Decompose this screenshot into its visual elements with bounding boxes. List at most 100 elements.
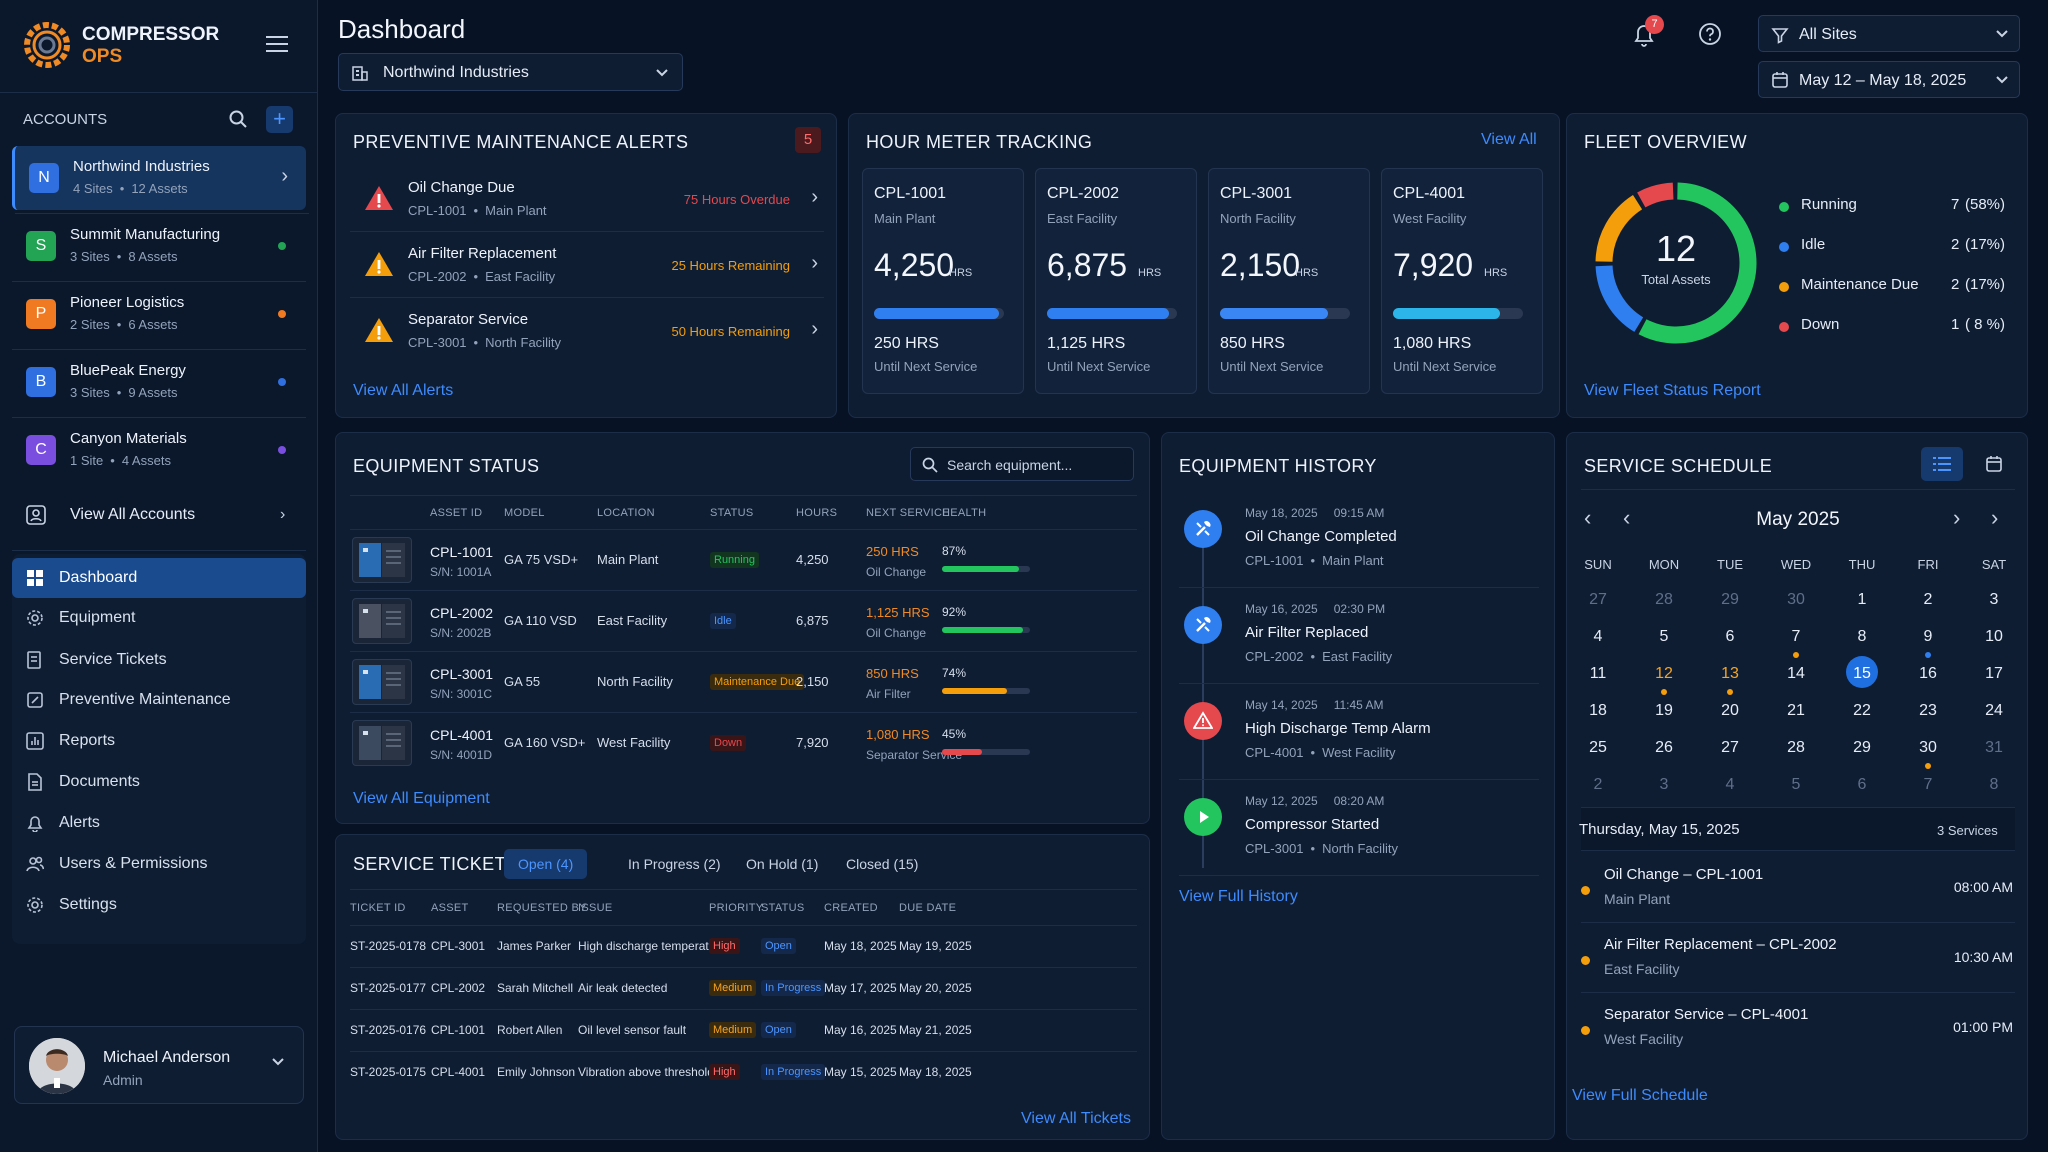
- calendar-day[interactable]: 8: [1989, 776, 1999, 793]
- history-item[interactable]: May 12, 2025 08:20 AM Compressor Started CP…: [1162, 783, 1556, 876]
- calendar-day[interactable]: 23: [1919, 702, 1937, 719]
- schedule-item[interactable]: Separator Service – CPL-4001 West Facilit…: [1581, 997, 2015, 1063]
- account-item[interactable]: C Canyon Materials 1 Site • 4 Assets: [12, 418, 306, 482]
- next-year-button[interactable]: ›: [1991, 505, 1999, 530]
- calendar-day[interactable]: 26: [1655, 739, 1673, 756]
- calendar-day[interactable]: 17: [1985, 665, 2003, 682]
- calendar-day[interactable]: 28: [1655, 591, 1673, 608]
- nav-item-equipment[interactable]: Equipment: [12, 598, 306, 638]
- calendar-day[interactable]: 25: [1589, 739, 1607, 756]
- calendar-day[interactable]: 11: [1589, 665, 1607, 682]
- calendar-day[interactable]: 30: [1919, 739, 1937, 756]
- calendar-day[interactable]: 13: [1721, 665, 1739, 682]
- calendar-day[interactable]: 6: [1857, 776, 1867, 793]
- help-icon[interactable]: [1698, 22, 1722, 46]
- prev-year-button[interactable]: ‹: [1584, 505, 1592, 530]
- calendar-day[interactable]: 15: [1853, 665, 1871, 682]
- add-account-button[interactable]: +: [266, 106, 293, 133]
- calendar-day[interactable]: 5: [1791, 776, 1801, 793]
- calendar-day[interactable]: 21: [1787, 702, 1805, 719]
- nav-item-users-permissions[interactable]: Users & Permissions: [12, 844, 306, 884]
- calendar-day[interactable]: 6: [1725, 628, 1735, 645]
- calendar-day[interactable]: 14: [1787, 665, 1805, 682]
- calendar-day[interactable]: 2: [1923, 591, 1933, 608]
- next-month-button[interactable]: ›: [1953, 505, 1961, 530]
- table-row[interactable]: ST-2025-0176 CPL-1001 Robert Allen Oil leve…: [336, 1010, 1151, 1052]
- calendar-day[interactable]: 27: [1721, 739, 1739, 756]
- user-card[interactable]: Michael Anderson Admin: [14, 1026, 304, 1104]
- view-full-history-link[interactable]: View Full History: [1179, 888, 1298, 905]
- view-all-equipment-link[interactable]: View All Equipment: [353, 790, 490, 807]
- tab-open[interactable]: Open (4): [504, 849, 588, 879]
- calendar-day[interactable]: 19: [1655, 702, 1673, 719]
- calendar-day[interactable]: 7: [1791, 628, 1801, 645]
- calendar-day[interactable]: 5: [1659, 628, 1669, 645]
- calendar-day[interactable]: 31: [1985, 739, 2003, 756]
- table-row[interactable]: ST-2025-0177 CPL-2002 Sarah Mitchell Air le…: [336, 968, 1151, 1010]
- menu-icon[interactable]: [266, 35, 288, 53]
- pm-alert-item[interactable]: Air Filter Replacement CPL-2002 • East Faci…: [350, 234, 824, 298]
- table-row[interactable]: CPL-3001 S/N: 3001C GA 55 North Facility Mai…: [350, 652, 1137, 713]
- site-filter[interactable]: All Sites: [1758, 15, 2020, 52]
- date-range-picker[interactable]: May 12 – May 18, 2025: [1758, 61, 2020, 98]
- table-row[interactable]: ST-2025-0175 CPL-4001 Emily Johnson Vibrati…: [336, 1052, 1151, 1094]
- calendar-day[interactable]: 28: [1787, 739, 1805, 756]
- calendar-day[interactable]: 27: [1589, 591, 1607, 608]
- equipment-search-input[interactable]: Search equipment...: [910, 447, 1134, 481]
- history-item[interactable]: May 16, 2025 02:30 PM Air Filter Replaced C…: [1162, 591, 1556, 684]
- table-row[interactable]: ST-2025-0178 CPL-3001 James Parker High dis…: [336, 926, 1151, 968]
- view-full-schedule-link[interactable]: View Full Schedule: [1572, 1087, 1708, 1104]
- fleet-report-link[interactable]: View Fleet Status Report: [1584, 382, 1761, 399]
- hour-meter-card[interactable]: CPL-3001 North Facility 2,150 HRS 850 HRS Unt…: [1208, 168, 1370, 394]
- schedule-item[interactable]: Air Filter Replacement – CPL-2002 East Fa…: [1581, 927, 2015, 993]
- tab-closed[interactable]: Closed (15): [846, 856, 919, 872]
- table-row[interactable]: CPL-4001 S/N: 4001D GA 160 VSD+ West Facili…: [350, 713, 1137, 774]
- hour-meter-card[interactable]: CPL-4001 West Facility 7,920 HRS 1,080 HRS Un…: [1381, 168, 1543, 394]
- prev-month-button[interactable]: ‹: [1623, 505, 1631, 530]
- calendar-day[interactable]: 2: [1593, 776, 1603, 793]
- calendar-day[interactable]: 16: [1919, 665, 1937, 682]
- calendar-day[interactable]: 30: [1787, 591, 1805, 608]
- view-all-alerts-link[interactable]: View All Alerts: [353, 382, 454, 399]
- nav-item-reports[interactable]: Reports: [12, 721, 306, 761]
- calendar-day[interactable]: 29: [1853, 739, 1871, 756]
- calendar-day[interactable]: 10: [1985, 628, 2003, 645]
- calendar-view-button[interactable]: [1973, 447, 2015, 481]
- pm-alert-item[interactable]: Oil Change Due CPL-1001 • Main Plant 75 Hour…: [350, 168, 824, 232]
- tab-in-progress[interactable]: In Progress (2): [628, 856, 721, 872]
- calendar-day[interactable]: 29: [1721, 591, 1739, 608]
- calendar-day[interactable]: 12: [1655, 665, 1673, 682]
- tab-on-hold[interactable]: On Hold (1): [746, 856, 819, 872]
- nav-item-dashboard[interactable]: Dashboard: [12, 558, 306, 598]
- table-row[interactable]: CPL-1001 S/N: 1001A GA 75 VSD+ Main Plant Ru…: [350, 530, 1137, 591]
- history-item[interactable]: May 18, 2025 09:15 AM Oil Change Completed…: [1162, 495, 1556, 588]
- nav-item-preventive-maintenance[interactable]: Preventive Maintenance: [12, 680, 306, 720]
- schedule-item[interactable]: Oil Change – CPL-1001 Main Plant 08:00 AM: [1581, 857, 2015, 923]
- account-item[interactable]: S Summit Manufacturing 3 Sites • 8 Assets: [12, 214, 306, 282]
- table-row[interactable]: CPL-2002 S/N: 2002B GA 110 VSD East Facilit…: [350, 591, 1137, 652]
- calendar-day[interactable]: 4: [1593, 628, 1603, 645]
- history-item[interactable]: May 14, 2025 11:45 AM High Discharge Temp …: [1162, 687, 1556, 780]
- nav-item-documents[interactable]: Documents: [12, 762, 306, 802]
- list-view-button[interactable]: [1921, 447, 1963, 481]
- calendar-day[interactable]: 9: [1923, 628, 1933, 645]
- search-icon[interactable]: [229, 110, 247, 128]
- account-item[interactable]: N Northwind Industries 4 Sites • 12 Assets ›: [12, 146, 309, 214]
- calendar-day[interactable]: 1: [1857, 591, 1867, 608]
- account-item[interactable]: P Pioneer Logistics 2 Sites • 6 Assets: [12, 282, 306, 350]
- calendar-day[interactable]: 22: [1853, 702, 1871, 719]
- account-item[interactable]: B BluePeak Energy 3 Sites • 9 Assets: [12, 350, 306, 418]
- calendar-day[interactable]: 4: [1725, 776, 1735, 793]
- nav-item-settings[interactable]: Settings: [12, 885, 306, 925]
- pm-alert-item[interactable]: Separator Service CPL-3001 • North Facility…: [350, 300, 824, 364]
- calendar-day[interactable]: 8: [1857, 628, 1867, 645]
- hour-meter-card[interactable]: CPL-1001 Main Plant 4,250 HRS 250 HRS Until N…: [862, 168, 1024, 394]
- calendar-day[interactable]: 3: [1659, 776, 1669, 793]
- view-all-accounts[interactable]: View All Accounts ›: [12, 492, 306, 540]
- calendar-day[interactable]: 20: [1721, 702, 1739, 719]
- hour-meter-card[interactable]: CPL-2002 East Facility 6,875 HRS 1,125 HRS Un…: [1035, 168, 1197, 394]
- nav-item-service-tickets[interactable]: Service Tickets: [12, 640, 306, 680]
- view-all-tickets-link[interactable]: View All Tickets: [1021, 1110, 1131, 1127]
- hour-meter-view-all[interactable]: View All: [1481, 131, 1537, 148]
- calendar-day[interactable]: 18: [1589, 702, 1607, 719]
